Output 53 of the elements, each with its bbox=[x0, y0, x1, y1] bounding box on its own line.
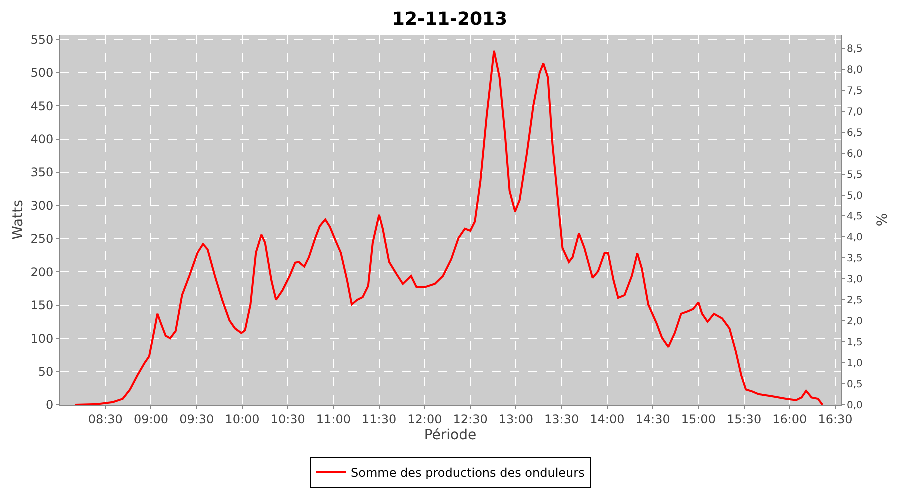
x-tick-label: 11:00 bbox=[316, 412, 352, 426]
y-tick-label: 100 bbox=[30, 332, 54, 346]
x-tick-label: 08:30 bbox=[88, 412, 123, 426]
x-tick-label: 14:00 bbox=[590, 412, 625, 426]
y2-tick-label: 8,5 bbox=[847, 44, 863, 55]
y2-tick-label: 8,0 bbox=[847, 64, 863, 76]
x-axis-title: Période bbox=[424, 428, 477, 444]
y-tick-label: 450 bbox=[30, 99, 54, 114]
legend-label: Somme des productions des onduleurs bbox=[351, 466, 585, 480]
y2-tick-label: 6,0 bbox=[847, 148, 863, 160]
y2-tick-label: 3,0 bbox=[847, 274, 863, 286]
y2-tick-label: 4,5 bbox=[847, 212, 863, 223]
y2-tick-label: 1,5 bbox=[847, 338, 863, 349]
y2-axis-title: % bbox=[875, 213, 892, 227]
x-tick-label: 16:30 bbox=[818, 412, 853, 426]
x-tick-label: 13:30 bbox=[544, 412, 580, 426]
y-tick-label: 300 bbox=[30, 198, 54, 213]
x-tick-label: 13:00 bbox=[498, 412, 534, 426]
y2-tick-label: 7,5 bbox=[847, 86, 863, 97]
x-tick-label: 11:30 bbox=[362, 412, 397, 426]
y-tick-label: 0 bbox=[46, 398, 54, 412]
y2-tick-label: 6,5 bbox=[847, 128, 863, 139]
x-tick-label: 16:00 bbox=[772, 412, 808, 426]
y-tick-label: 250 bbox=[30, 232, 54, 246]
x-tick-label: 14:30 bbox=[636, 412, 670, 426]
x-tick-label: 09:30 bbox=[180, 412, 214, 426]
line-series bbox=[74, 50, 824, 405]
y-tick-label: 400 bbox=[30, 132, 54, 146]
y-tick-label: 550 bbox=[30, 32, 54, 47]
x-tick-label: 15:30 bbox=[726, 412, 762, 426]
y2-tick-label: 0,0 bbox=[847, 400, 863, 412]
y2-tick-label: 7,0 bbox=[847, 106, 863, 118]
x-tick-label: 09:00 bbox=[134, 412, 169, 426]
y2-tick-label: 2,5 bbox=[847, 296, 863, 307]
y2-tick-label: 0,5 bbox=[847, 380, 863, 391]
x-tick-label: 12:30 bbox=[453, 412, 488, 426]
y2-tick-label: 3,5 bbox=[847, 254, 863, 265]
y2-tick-label: 2,0 bbox=[847, 316, 863, 328]
x-tick-label: 10:00 bbox=[225, 412, 260, 426]
y2-tick-label: 5,0 bbox=[847, 190, 863, 202]
y2-tick-label: 1,0 bbox=[847, 358, 863, 370]
y-tick-label: 500 bbox=[30, 66, 54, 80]
y-tick-label: 200 bbox=[30, 265, 54, 280]
y-axis-title: Watts bbox=[10, 200, 26, 240]
chart-title: 12-11-2013 bbox=[392, 9, 508, 30]
y2-tick-label: 5,5 bbox=[847, 170, 863, 181]
y-tick-label: 150 bbox=[30, 298, 54, 313]
x-tick-label: 10:30 bbox=[270, 412, 306, 426]
x-tick-label: 12:00 bbox=[408, 412, 442, 426]
y-tick-label: 50 bbox=[38, 364, 54, 379]
y-tick-label: 350 bbox=[30, 166, 54, 180]
x-tick-label: 15:00 bbox=[681, 412, 716, 426]
y2-tick-label: 4,0 bbox=[847, 232, 863, 244]
